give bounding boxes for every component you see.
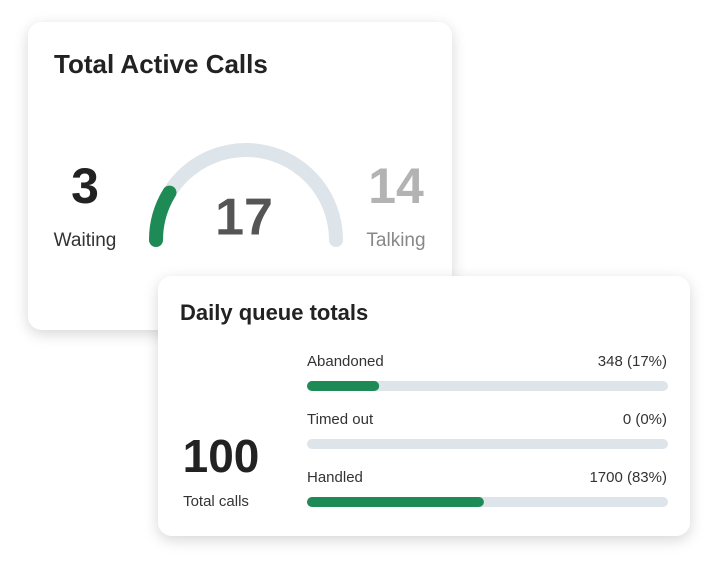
progress-fill [307,381,380,391]
waiting-label: Waiting [54,230,117,251]
waiting-count: 3 [71,158,99,214]
total-calls-count: 100 [183,430,260,482]
gauge-fill [149,185,177,247]
card-title: Total Active Calls [54,49,268,79]
row-value: 1700 (83%) [589,469,667,486]
progress-track [307,439,668,449]
row-label: Handled [307,469,363,486]
total-count: 17 [215,189,273,247]
total-calls-label: Total calls [183,493,249,510]
row-label: Abandoned [307,353,384,370]
talking-label: Talking [366,230,425,251]
row-value: 348 (17%) [598,353,667,370]
queue-rows: Abandoned 348 (17%) Timed out 0 (0%) Handled… [307,353,668,507]
card-title: Daily queue totals [180,300,368,325]
talking-count: 14 [368,158,424,214]
row-label: Timed out [307,411,374,428]
progress-track [307,381,668,391]
progress-fill [307,497,484,507]
row-value: 0 (0%) [623,411,667,428]
active-calls-card [28,22,452,330]
queue-card [158,276,690,536]
